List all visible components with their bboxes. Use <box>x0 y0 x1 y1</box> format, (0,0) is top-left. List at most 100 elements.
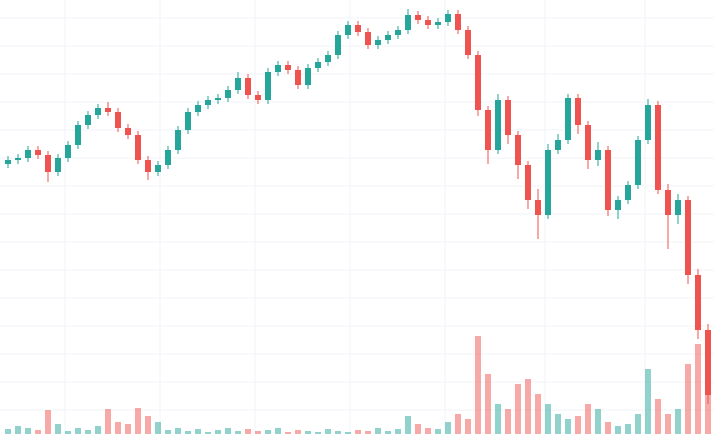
candle-body <box>545 150 551 215</box>
volume-bar <box>295 430 301 434</box>
candle-body <box>575 98 581 125</box>
volume-bar <box>345 432 351 434</box>
volume-bar <box>375 428 381 434</box>
candle-body <box>235 78 241 90</box>
volume-bar <box>45 410 51 434</box>
candle-body <box>455 14 461 30</box>
volume-bar <box>555 414 561 434</box>
candle-body <box>525 165 531 200</box>
candle-body <box>425 20 431 25</box>
volume-bar <box>565 419 571 434</box>
volume-bar <box>465 419 471 434</box>
volume-bar <box>285 432 291 434</box>
volume-bar <box>425 428 431 434</box>
volume-bar <box>175 428 181 434</box>
volume-bar <box>705 389 711 434</box>
volume-bar <box>155 422 161 434</box>
candle-body <box>295 70 301 85</box>
volume-bar <box>245 429 251 434</box>
volume-bar <box>585 404 591 434</box>
volume-bar <box>75 428 81 434</box>
volume-bar <box>325 429 331 434</box>
volume-bar <box>545 404 551 434</box>
candle-body <box>115 112 121 128</box>
volume-bar <box>415 424 421 434</box>
candle-body <box>255 95 261 100</box>
volume-bar <box>535 394 541 434</box>
candle-body <box>615 200 621 210</box>
candle-body <box>645 105 651 140</box>
candle-body <box>45 155 51 172</box>
candle-body <box>135 135 141 160</box>
candle-body <box>565 98 571 140</box>
volume-bar <box>235 431 241 434</box>
candle-body <box>445 14 451 22</box>
candle-body <box>465 30 471 55</box>
candle-body <box>35 150 41 155</box>
volume-bar <box>15 426 21 434</box>
volume-bar <box>525 379 531 434</box>
candle-body <box>625 185 631 200</box>
candle-body <box>555 140 561 150</box>
volume-bar <box>95 426 101 434</box>
volume-bar <box>365 431 371 434</box>
candle-body <box>65 145 71 158</box>
candle-body <box>185 112 191 130</box>
candle-body <box>215 98 221 100</box>
volume-bar <box>435 429 441 434</box>
volume-bar <box>255 431 261 434</box>
candle-body <box>665 190 671 215</box>
volume-bar <box>335 431 341 434</box>
volume-bar <box>265 430 271 434</box>
candle-body <box>275 65 281 72</box>
volume-bar <box>495 404 501 434</box>
candle-body <box>85 115 91 125</box>
candle-body <box>205 100 211 105</box>
volume-bar <box>165 430 171 434</box>
candle-body <box>315 62 321 68</box>
volume-bar <box>675 409 681 434</box>
candle-body <box>325 55 331 62</box>
candle-body <box>595 150 601 160</box>
volume-bar <box>575 416 581 434</box>
candle-body <box>245 78 251 95</box>
volume-bar <box>475 336 481 434</box>
candle-body <box>25 150 31 158</box>
volume-bar <box>455 414 461 434</box>
candle-body <box>355 25 361 32</box>
volume-bar <box>355 430 361 434</box>
candle-body <box>675 200 681 215</box>
volume-bar <box>25 428 31 434</box>
candle-body <box>15 158 21 160</box>
candle-body <box>155 165 161 172</box>
candle-body <box>485 110 491 150</box>
volume-bar <box>5 429 11 434</box>
candle-body <box>635 140 641 185</box>
volume-bar <box>605 422 611 434</box>
volume-bar <box>185 431 191 434</box>
volume-bar <box>205 432 211 434</box>
volume-bar <box>115 422 121 434</box>
candle-body <box>705 330 711 395</box>
volume-bar <box>195 429 201 434</box>
candle-body <box>605 150 611 210</box>
candle-body <box>345 25 351 35</box>
volume-bar <box>305 431 311 434</box>
candle-body <box>365 32 371 45</box>
candle-body <box>405 15 411 30</box>
volume-bar <box>65 431 71 434</box>
candle-body <box>105 108 111 112</box>
candle-body <box>5 160 11 164</box>
volume-bar <box>635 414 641 434</box>
candle-body <box>475 55 481 110</box>
candle-body <box>515 135 521 165</box>
candle-body <box>685 200 691 275</box>
volume-bar <box>645 369 651 434</box>
candle-body <box>695 275 701 330</box>
candle-body <box>225 90 231 98</box>
candle-body <box>655 105 661 190</box>
volume-bar <box>315 432 321 434</box>
candle-body <box>375 40 381 45</box>
